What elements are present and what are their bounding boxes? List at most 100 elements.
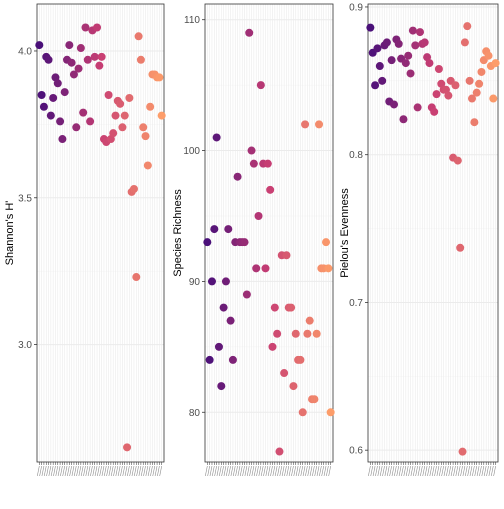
x-tick-label (87, 465, 91, 477)
data-point (394, 39, 403, 48)
data-point (46, 111, 55, 120)
data-point (273, 329, 282, 338)
x-tick-label (120, 465, 123, 477)
x-tick-label (295, 465, 299, 477)
x-tick-label (263, 465, 266, 477)
data-point (136, 55, 145, 64)
x-tick-label (97, 465, 100, 477)
x-tick-label (281, 465, 285, 477)
data-point (458, 447, 467, 456)
x-tick-label (481, 465, 485, 477)
data-point (90, 52, 99, 61)
data-point (432, 90, 441, 99)
x-tick-label (43, 465, 47, 477)
panel-evenness: 0.6 0.7 0.8 0.9 Pielou's Evenness (339, 2, 500, 477)
x-tick-label (242, 465, 245, 477)
data-point (104, 91, 113, 100)
x-tick-label (122, 465, 126, 477)
x-tick-label (73, 465, 77, 477)
x-tick-label (474, 465, 478, 477)
x-tick-label (221, 465, 224, 477)
x-tick-label (298, 465, 301, 477)
x-tick-label (207, 465, 210, 477)
x-tick-label (396, 465, 400, 477)
x-tick-label (55, 465, 59, 477)
data-point (371, 81, 380, 90)
data-point (95, 61, 104, 70)
x-tick-label (108, 465, 112, 477)
x-tick-label (455, 465, 459, 477)
data-point (39, 102, 48, 111)
y-tick-label: 0.6 (349, 446, 363, 457)
data-point (451, 81, 460, 90)
x-tick-label (251, 465, 255, 477)
x-tick-label (214, 465, 217, 477)
x-tick-label (467, 465, 470, 477)
x-tick-label (209, 465, 213, 477)
data-point (111, 111, 120, 120)
x-tick-label (246, 465, 250, 477)
x-tick-label (253, 465, 257, 477)
data-point (67, 58, 76, 67)
x-tick-label (80, 465, 84, 477)
data-point (252, 264, 261, 273)
data-point (411, 41, 420, 50)
panel-border (367, 3, 499, 463)
data-point (280, 369, 289, 378)
x-tick-label (483, 465, 487, 477)
panel-border (36, 3, 165, 463)
x-tick-label (479, 465, 482, 477)
data-point (373, 44, 382, 53)
data-point (268, 342, 277, 351)
x-tick-label (403, 465, 407, 477)
data-point (240, 238, 249, 247)
data-point (303, 329, 312, 338)
data-point (263, 159, 272, 168)
x-tick-label (41, 465, 45, 477)
data-point (60, 88, 69, 97)
x-tick-label (476, 465, 480, 477)
data-point (465, 76, 474, 85)
x-tick-label (328, 465, 331, 477)
data-point (76, 44, 85, 53)
data-point (390, 100, 398, 109)
x-tick-label (319, 465, 322, 477)
data-point (221, 277, 230, 286)
y-tick-label: 3.0 (18, 340, 32, 351)
data-point (298, 408, 307, 417)
data-point (226, 316, 235, 325)
x-tick-label (117, 465, 121, 477)
x-tick-label (239, 465, 243, 477)
data-point (214, 342, 223, 351)
y-tick-label: 90 (189, 277, 201, 288)
x-tick-label (279, 465, 283, 477)
data-point (203, 238, 212, 247)
panel-richness: 80 90 100 110 Species Richness (172, 3, 335, 477)
data-point (134, 32, 143, 41)
data-point (420, 38, 429, 47)
y-tick-label: 3.5 (18, 193, 32, 204)
x-tick-label (225, 465, 229, 477)
data-point (207, 277, 216, 286)
data-point (453, 156, 462, 165)
x-tick-label (228, 465, 231, 477)
x-tick-label (83, 465, 86, 477)
y-tick-label: 80 (189, 408, 201, 419)
data-point (413, 103, 422, 112)
x-tick-label (152, 465, 156, 477)
data-point (49, 93, 58, 102)
x-tick-label (237, 465, 241, 477)
data-point (404, 51, 413, 60)
x-tick-label (270, 465, 273, 477)
data-point (146, 102, 155, 111)
x-tick-label (377, 465, 381, 477)
x-tick-label (110, 465, 114, 477)
data-point (219, 303, 228, 312)
data-point (97, 52, 106, 61)
x-tick-label (94, 465, 98, 477)
x-tick-label (212, 465, 215, 477)
x-tick-label (417, 465, 421, 477)
data-point (296, 355, 305, 364)
data-point (282, 251, 291, 260)
y-tick-label: 0.9 (349, 2, 363, 13)
